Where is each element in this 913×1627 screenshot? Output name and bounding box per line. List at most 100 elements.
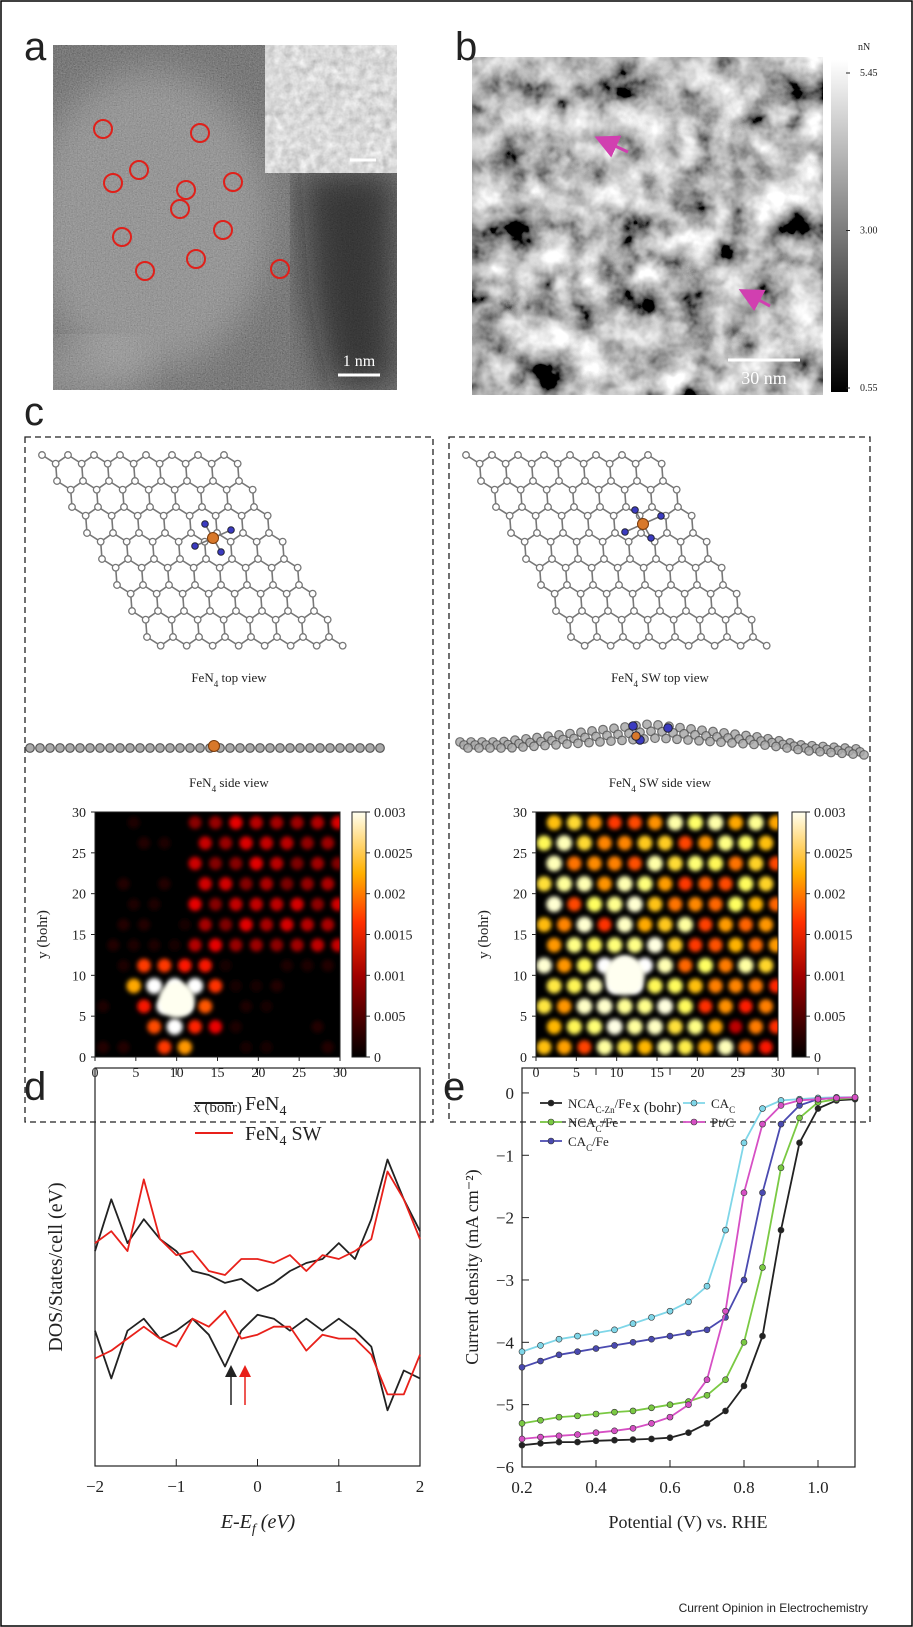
atom: [90, 451, 98, 459]
point: [703, 1392, 711, 1399]
point: [648, 1435, 655, 1443]
spot: [546, 896, 563, 913]
colorbar-tick-label: 0.001: [374, 969, 406, 984]
atom: [168, 451, 176, 459]
atom: [804, 746, 814, 756]
atom-circle: [176, 180, 196, 200]
spot: [758, 958, 774, 973]
spot: [331, 938, 340, 952]
caption-part: FeN: [609, 775, 632, 790]
spot: [229, 897, 243, 911]
atom: [694, 735, 704, 746]
atom: [716, 737, 726, 748]
y-tick-label: 20: [513, 888, 527, 903]
spot: [219, 959, 232, 972]
spot: [718, 876, 733, 891]
atom: [477, 477, 485, 485]
x-tick-label: 15: [211, 1066, 225, 1081]
spot: [707, 855, 724, 872]
atom: [154, 607, 162, 615]
atom: [234, 641, 243, 650]
point: [685, 1329, 692, 1337]
legend-marker: [547, 1099, 555, 1107]
atom: [365, 743, 375, 753]
atom: [661, 733, 671, 744]
atom: [137, 563, 146, 572]
spot: [697, 957, 713, 974]
n-atom: [647, 534, 655, 542]
colorbar-tick-label: 0.003: [374, 806, 406, 821]
spot: [536, 876, 552, 892]
series-line: [94, 1158, 421, 1292]
atom: [155, 743, 165, 753]
n-atom: [217, 548, 225, 556]
atom: [557, 511, 566, 520]
atom: [207, 459, 216, 468]
atom-circle: [103, 173, 123, 193]
atom: [35, 743, 45, 753]
atom: [215, 563, 224, 572]
spot: [677, 998, 693, 1014]
atom: [142, 451, 150, 459]
y-tick-label: 0: [79, 1051, 86, 1066]
x-tick-label: 0: [253, 1477, 262, 1496]
spot: [198, 958, 213, 973]
atom: [514, 451, 522, 459]
atom: [624, 537, 633, 546]
atom: [225, 743, 235, 753]
atom: [553, 459, 562, 468]
spot: [188, 856, 202, 871]
atom: [706, 589, 715, 598]
atom: [135, 743, 145, 753]
x-tick-label: 1.0: [807, 1478, 828, 1497]
spot: [667, 978, 683, 994]
spot: [117, 1041, 130, 1054]
spot: [576, 998, 593, 1015]
atom: [181, 459, 190, 468]
spot: [627, 815, 642, 830]
atom: [682, 607, 690, 615]
atom: [540, 740, 550, 751]
colorbar-tick-label: 0.001: [814, 969, 846, 984]
spot: [698, 917, 713, 932]
spot: [708, 938, 723, 953]
atom: [490, 485, 499, 494]
spot: [209, 897, 222, 911]
atom-circle: [213, 220, 233, 240]
point: [833, 1094, 840, 1102]
y-axis-label: DOS/States/cell (eV): [45, 1182, 67, 1351]
legend-label-part: CA: [711, 1096, 730, 1111]
spot: [597, 835, 612, 851]
y-tick-label: 0: [520, 1051, 527, 1066]
spot: [556, 835, 573, 851]
spot: [698, 1039, 713, 1055]
atom: [252, 537, 261, 546]
atom: [64, 451, 72, 459]
atom: [518, 503, 526, 511]
atom: [157, 477, 165, 485]
spot: [229, 938, 243, 952]
atom: [284, 607, 292, 615]
atom: [565, 615, 574, 624]
atom: [708, 607, 716, 615]
y-tick-label: 5: [520, 1010, 527, 1025]
y-tick-label: 0: [506, 1084, 515, 1103]
spot: [678, 836, 693, 851]
atom: [628, 721, 638, 731]
y-tick-label: 10: [513, 969, 527, 984]
spot: [321, 836, 335, 850]
atom: [611, 529, 619, 537]
atom: [693, 581, 701, 589]
atom: [172, 503, 180, 511]
atom: [548, 555, 556, 563]
spot: [249, 856, 264, 871]
atom: [282, 589, 291, 598]
spot: [769, 1019, 778, 1034]
atom: [355, 743, 365, 753]
spot: [300, 877, 314, 891]
spot: [300, 836, 314, 850]
y-tick-label: 30: [513, 806, 527, 821]
spot: [148, 898, 161, 911]
atom: [75, 743, 85, 753]
spot: [239, 917, 253, 932]
